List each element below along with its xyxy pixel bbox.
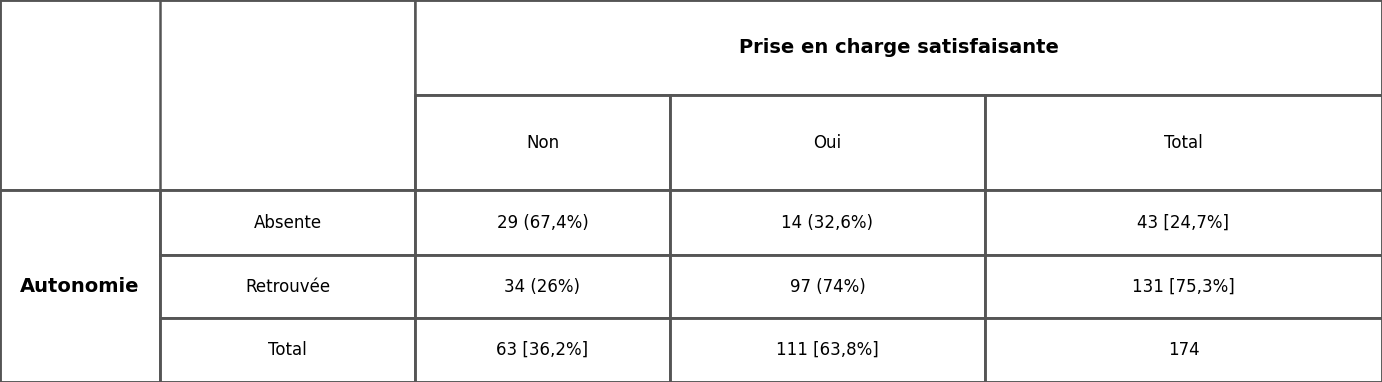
Text: 34 (26%): 34 (26%) — [504, 277, 580, 296]
Bar — [985, 318, 1382, 382]
Text: 14 (32,6%): 14 (32,6%) — [781, 214, 873, 231]
Bar — [415, 318, 670, 382]
Bar — [670, 255, 985, 318]
Bar — [160, 255, 415, 318]
Bar — [415, 255, 670, 318]
Bar — [670, 95, 985, 190]
Bar — [670, 318, 985, 382]
Text: 174: 174 — [1168, 341, 1200, 359]
Text: Total: Total — [268, 341, 307, 359]
Bar — [160, 190, 415, 255]
Bar — [670, 190, 985, 255]
Bar — [985, 95, 1382, 190]
Bar — [415, 0, 1382, 95]
Bar — [415, 95, 670, 190]
Bar — [0, 190, 160, 382]
Text: Absente: Absente — [253, 214, 322, 231]
Text: Non: Non — [527, 133, 560, 152]
Bar — [415, 190, 670, 255]
Bar — [985, 255, 1382, 318]
Text: 111 [63,8%]: 111 [63,8%] — [777, 341, 879, 359]
Text: 63 [36,2%]: 63 [36,2%] — [496, 341, 589, 359]
Text: 29 (67,4%): 29 (67,4%) — [496, 214, 589, 231]
Bar — [160, 318, 415, 382]
Text: 43 [24,7%]: 43 [24,7%] — [1137, 214, 1230, 231]
Text: Prise en charge satisfaisante: Prise en charge satisfaisante — [738, 38, 1059, 57]
Text: 97 (74%): 97 (74%) — [789, 277, 865, 296]
Bar — [985, 190, 1382, 255]
Text: Retrouvée: Retrouvée — [245, 277, 330, 296]
Bar — [0, 0, 415, 190]
Text: Autonomie: Autonomie — [21, 277, 140, 296]
Text: Oui: Oui — [814, 133, 842, 152]
Text: 131 [75,3%]: 131 [75,3%] — [1132, 277, 1236, 296]
Text: Total: Total — [1164, 133, 1202, 152]
